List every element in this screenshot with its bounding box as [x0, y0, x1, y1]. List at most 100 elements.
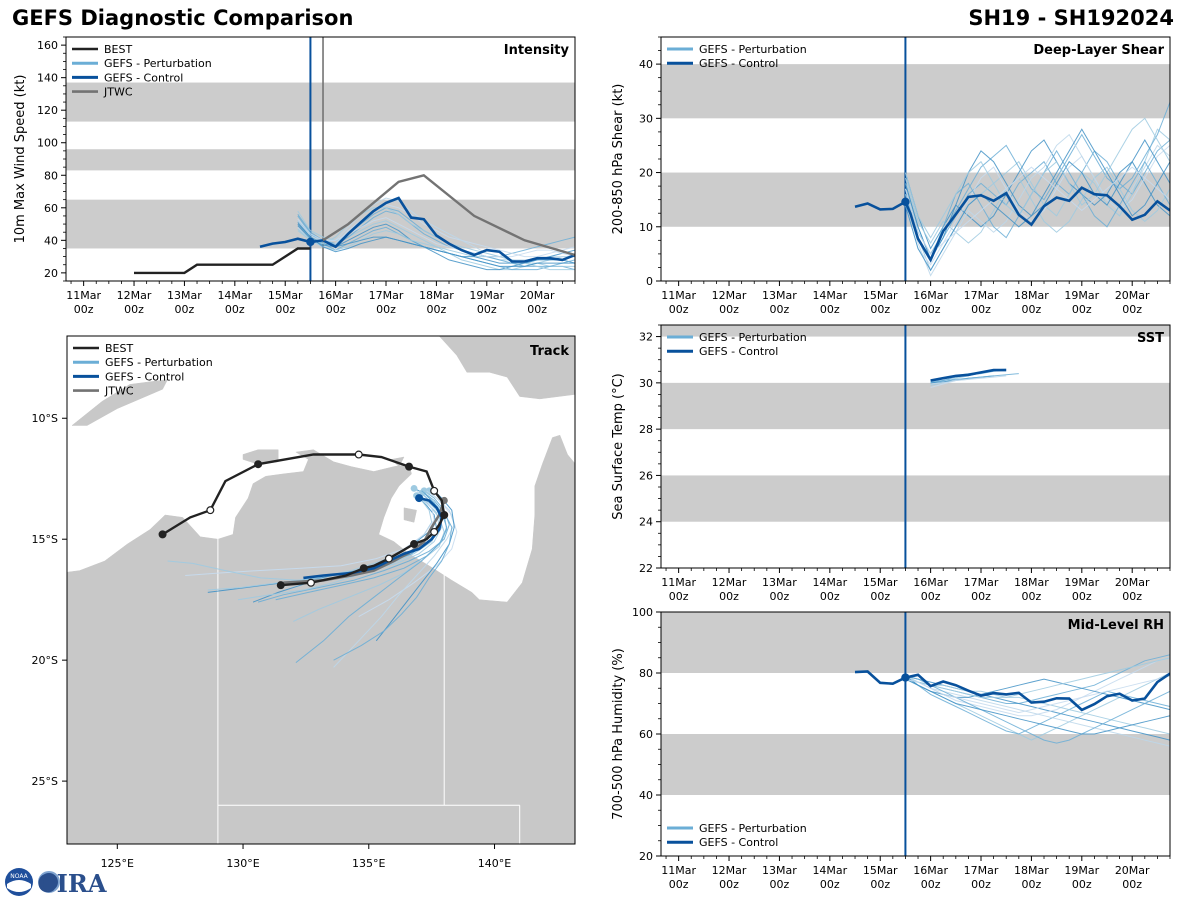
- rh-xtick-hour-7: 00z: [1022, 878, 1042, 891]
- track-frame: [66, 335, 576, 845]
- shear-xtick-day-2: 13Mar: [762, 289, 797, 302]
- intensity-legend-label-2: GEFS - Control: [104, 71, 183, 84]
- new-guinea: [438, 336, 575, 400]
- rh-ytick-label-0: 20: [639, 850, 653, 863]
- rh-band-1: [661, 612, 1170, 673]
- intensity-xtick-day-5: 16Mar: [318, 289, 353, 302]
- sst-panel-title: SST: [1137, 331, 1164, 346]
- shear-xtick-day-0: 11Mar: [661, 289, 696, 302]
- shear-xtick-hour-9: 00z: [1122, 303, 1142, 316]
- best-track-marker: [405, 462, 414, 471]
- rh-xtick-day-4: 15Mar: [863, 864, 898, 877]
- sst-ytick-label-4: 30: [639, 377, 653, 390]
- best-track-marker: [158, 530, 167, 539]
- intensity-ytick-label-3: 80: [44, 169, 58, 182]
- rh-ytick-label-2: 60: [639, 728, 653, 741]
- rh-xtick-day-6: 17Mar: [964, 864, 999, 877]
- intensity-plot-area: [66, 37, 575, 281]
- best-track-marker: [410, 540, 419, 549]
- track-legend-label-2: GEFS - Control: [105, 370, 184, 383]
- rh-ytick-label-4: 100: [632, 606, 653, 619]
- rh-xtick-hour-3: 00z: [820, 878, 840, 891]
- shear-legend-label-1: GEFS - Control: [699, 57, 778, 70]
- track-ytick-label-2: 20°S: [32, 654, 58, 667]
- sst-xtick-day-6: 17Mar: [964, 576, 999, 589]
- sst-xtick-day-8: 19Mar: [1064, 576, 1099, 589]
- sst-xtick-day-1: 12Mar: [712, 576, 747, 589]
- intensity-panel-title: Intensity: [504, 43, 570, 58]
- intensity-ytick-label-7: 160: [37, 39, 58, 52]
- intensity-ytick-label-1: 40: [44, 234, 58, 247]
- noaa-logo-text: NOAA: [10, 873, 28, 880]
- sst-ytick-label-2: 26: [639, 469, 653, 482]
- track-xtick-label-0: 125°E: [101, 857, 134, 870]
- track-legend-label-0: BEST: [105, 342, 133, 355]
- cira-logo-text: CIRA: [38, 869, 107, 898]
- sst-perturbation-member-6: [930, 375, 1007, 385]
- rh-perturbation-member-10: [905, 675, 1170, 735]
- shear-xtick-hour-4: 00z: [870, 303, 890, 316]
- rh-perturbation-member-11: [905, 675, 1170, 714]
- storm-id: SH19 - SH192024: [968, 6, 1174, 30]
- shear-xtick-hour-7: 00z: [1022, 303, 1042, 316]
- cira-logo: CIRA: [38, 869, 107, 898]
- shear-ylabel: 200-850 hPa Shear (kt): [611, 84, 626, 235]
- sst-xtick-hour-4: 00z: [870, 590, 890, 603]
- best-track-marker: [354, 450, 363, 459]
- shear-xtick-day-6: 17Mar: [964, 289, 999, 302]
- sst-xtick-hour-6: 00z: [971, 590, 991, 603]
- shear-band-1: [661, 64, 1170, 119]
- shear-xtick-hour-5: 00z: [921, 303, 941, 316]
- shear-xtick-hour-1: 00z: [719, 303, 739, 316]
- shear-perturbation-member-2: [904, 139, 1170, 250]
- rh-xtick-hour-2: 00z: [770, 878, 790, 891]
- intensity-xtick-day-3: 14Mar: [217, 289, 252, 302]
- sst-legend-label-1: GEFS - Control: [699, 345, 778, 358]
- intensity-xtick-day-8: 19Mar: [469, 289, 504, 302]
- intensity-ytick-label-5: 120: [37, 104, 58, 117]
- shear-perturbation-member-4: [904, 100, 1170, 255]
- shear-xtick-day-4: 15Mar: [863, 289, 898, 302]
- australia-landmass: [67, 434, 575, 844]
- sst-panel: 22242628303211Mar00z12Mar00z13Mar00z14Ma…: [611, 324, 1171, 603]
- sst-ytick-label-3: 28: [639, 423, 653, 436]
- sst-gefs-control-line: [930, 368, 1007, 382]
- track-panel: 125°E 130°E 135°E 140°E 10°S 15°S 20°S 25°S Trac…: [32, 335, 576, 870]
- rh-panel: 2040608010011Mar00z12Mar00z13Mar00z14Mar…: [611, 606, 1171, 891]
- intensity-perturbation-member-3: [297, 203, 575, 258]
- shear-gefs-control-line: [854, 186, 1170, 263]
- sst-legend-label-0: GEFS - Perturbation: [699, 331, 807, 344]
- sst-xtick-day-5: 16Mar: [913, 576, 948, 589]
- intensity-xtick-day-6: 17Mar: [369, 289, 404, 302]
- intensity-band-1: [66, 149, 575, 171]
- rh-legend-label-0: GEFS - Perturbation: [699, 822, 807, 835]
- sst-band-0: [661, 475, 1170, 522]
- rh-xtick-day-5: 16Mar: [913, 864, 948, 877]
- best-track-marker: [384, 554, 393, 563]
- best-track-marker: [430, 486, 439, 495]
- sst-ylabel: Sea Surface Temp (°C): [611, 373, 626, 520]
- rh-xtick-day-7: 18Mar: [1014, 864, 1049, 877]
- best-track: [161, 453, 446, 587]
- intensity-ytick-label-0: 20: [44, 267, 58, 280]
- intensity-xtick-day-4: 15Mar: [268, 289, 303, 302]
- rh-panel-title: Mid-Level RH: [1068, 618, 1164, 633]
- shear-panel-title: Deep-Layer Shear: [1033, 43, 1164, 58]
- sst-ytick-label-5: 32: [639, 331, 653, 344]
- rh-ytick-label-1: 40: [639, 789, 653, 802]
- shear-plot-area: [661, 37, 1170, 281]
- sst-xtick-hour-0: 00z: [669, 590, 689, 603]
- intensity-panel: 2040608010012014016011Mar00z12Mar00z13Ma…: [13, 36, 576, 316]
- best-track-marker: [359, 564, 368, 573]
- rh-control-init-marker: [901, 673, 910, 682]
- shear-xtick-hour-6: 00z: [971, 303, 991, 316]
- intensity-xtick-hour-9: 00z: [527, 303, 547, 316]
- shear-ytick-label-3: 30: [639, 112, 653, 125]
- rh-xtick-day-8: 19Mar: [1064, 864, 1099, 877]
- intensity-xtick-day-7: 18Mar: [419, 289, 454, 302]
- intensity-legend-label-1: GEFS - Perturbation: [104, 57, 212, 70]
- rh-xtick-hour-5: 00z: [921, 878, 941, 891]
- perturbation-track-11: [185, 490, 435, 576]
- intensity-xtick-hour-5: 00z: [326, 303, 346, 316]
